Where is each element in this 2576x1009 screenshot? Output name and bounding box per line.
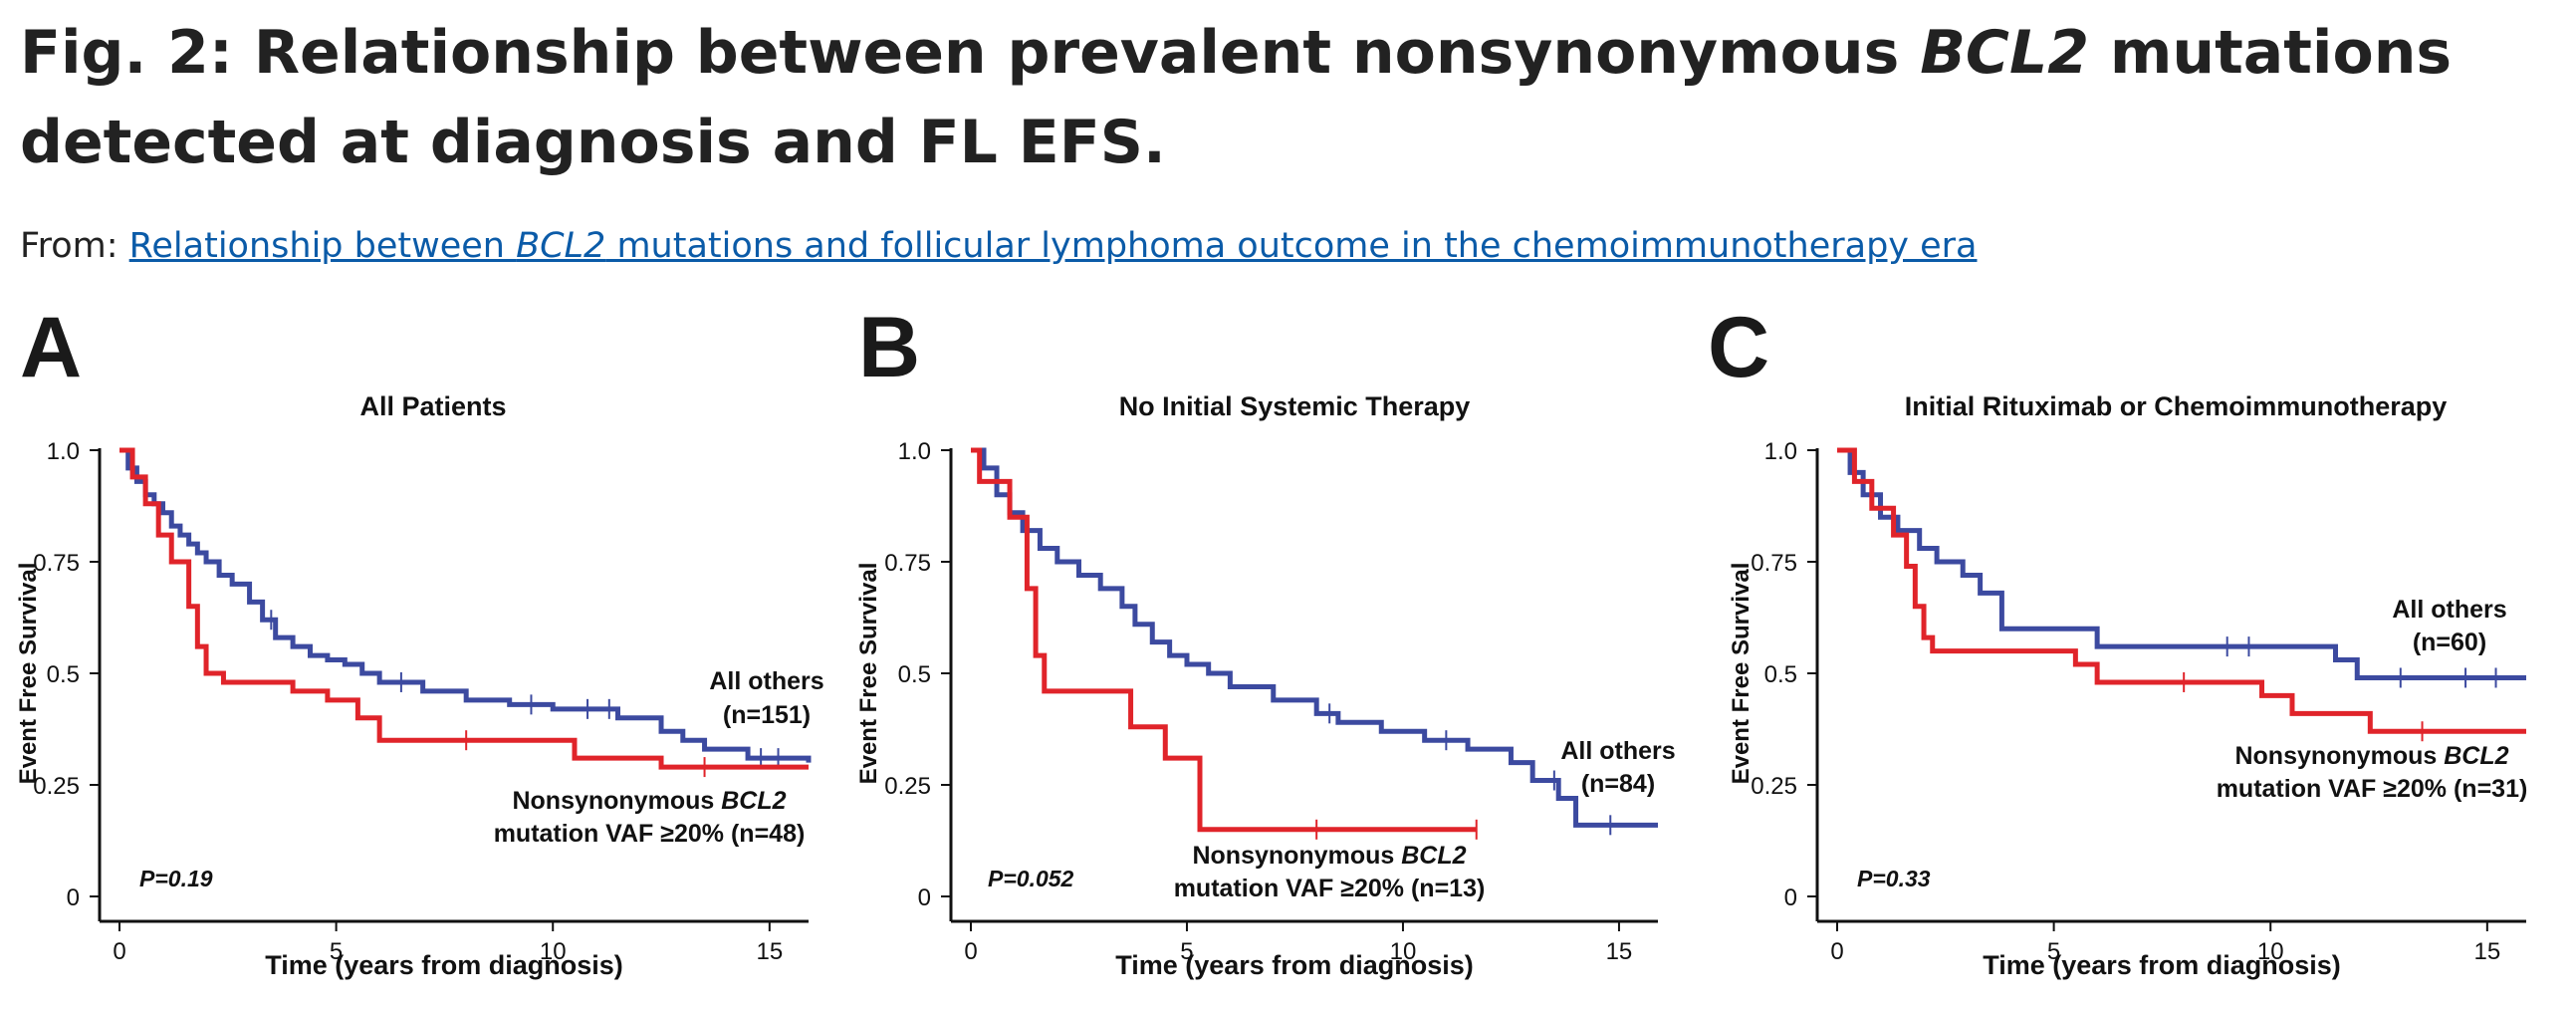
curve-label: All others	[709, 667, 823, 695]
x-axis-label: Time (years from diagnosis)	[1115, 950, 1474, 980]
km-panel-a: A All Patients 0 0.25 0.5 0.75 1.0 0 5 10 15 Time (…	[15, 300, 824, 980]
curve-label: mutation VAF ≥20% (n=48)	[494, 820, 806, 848]
title-gene-name: BCL2	[1920, 18, 2089, 88]
panel-title: Initial Rituximab or Chemoimmunotherapy	[1905, 391, 2448, 421]
curve-label: (n=84)	[1581, 770, 1655, 798]
survival-curve-red	[1837, 447, 2526, 734]
curve-label-prefix: Nonsynonymous	[512, 787, 721, 815]
y-axis-label: Event Free Survival	[15, 563, 42, 785]
curve-label: mutation VAF ≥20% (n=13)	[1174, 875, 1486, 902]
curve-label: mutation VAF ≥20% (n=31)	[2217, 775, 2528, 803]
panel-title: All Patients	[359, 391, 506, 421]
y-tick-label: 0.25	[1751, 773, 1797, 800]
panel-letter: A	[20, 300, 82, 395]
x-tick-label: 5	[330, 938, 343, 965]
x-tick-label: 0	[113, 938, 125, 965]
x-axis-label: Time (years from diagnosis)	[265, 950, 623, 980]
curve-label: Nonsynonymous BCL2	[1192, 842, 1466, 870]
curve-label-gene: BCL2	[1401, 842, 1466, 870]
p-value-label: P=0.19	[139, 866, 213, 891]
y-tick-label: 0.75	[33, 550, 80, 577]
kaplan-meier-figure: A All Patients 0 0.25 0.5 0.75 1.0 0 5 10 15 Time (…	[15, 300, 2527, 980]
x-tick-label: 15	[1606, 938, 1633, 965]
figure-title: Fig. 2: Relationship between prevalent n…	[20, 8, 2529, 187]
km-panel-c: C Initial Rituximab or Chemoimmunotherapy…	[1708, 300, 2527, 980]
y-tick-label: 0.75	[884, 550, 931, 577]
survival-curve-red	[119, 447, 809, 770]
source-article-link[interactable]: Relationship between BCL2 mutations and …	[129, 226, 1978, 266]
x-tick-label: 10	[1390, 938, 1417, 965]
y-tick-label: 1.0	[47, 438, 80, 465]
x-tick-label: 0	[1830, 938, 1843, 965]
x-tick-label: 0	[964, 938, 977, 965]
y-tick-label: 0.5	[47, 661, 80, 688]
curve-label-prefix: Nonsynonymous	[1192, 842, 1401, 870]
panel-letter: C	[1708, 300, 1769, 395]
link-text-part1: Relationship between	[128, 226, 517, 266]
survival-curve-red	[971, 447, 1477, 833]
curve-label: All others	[2392, 596, 2506, 624]
survival-curve-blue	[971, 447, 1658, 828]
curve-label-prefix: Nonsynonymous	[2234, 742, 2444, 770]
y-tick-label: 0.75	[1751, 550, 1797, 577]
y-tick-label: 0	[67, 884, 80, 911]
p-value-label: P=0.052	[988, 866, 1074, 891]
x-tick-label: 15	[2473, 938, 2500, 965]
y-axis-label: Event Free Survival	[1728, 563, 1755, 785]
y-tick-label: 0.5	[1764, 661, 1797, 688]
curve-label-gene: BCL2	[721, 787, 786, 815]
title-text-part1: Fig. 2: Relationship between prevalent n…	[20, 18, 1921, 88]
x-tick-label: 10	[540, 938, 567, 965]
y-tick-label: 1.0	[1764, 438, 1797, 465]
source-line: From: Relationship between BCL2 mutation…	[20, 221, 1978, 271]
x-tick-label: 10	[2257, 938, 2284, 965]
km-panel-b: B No Initial Systemic Therapy 0 0.25 0.5 0.75…	[855, 300, 1676, 980]
survival-curve-blue	[1837, 447, 2526, 680]
y-tick-label: 0	[918, 884, 931, 911]
x-tick-label: 5	[2047, 938, 2060, 965]
curve-label: (n=60)	[2413, 629, 2486, 656]
curve-label: Nonsynonymous BCL2	[512, 787, 786, 815]
y-tick-label: 0.25	[33, 773, 80, 800]
curve-label: (n=151)	[723, 701, 811, 729]
x-axis-label: Time (years from diagnosis)	[1983, 950, 2341, 980]
panel-title: No Initial Systemic Therapy	[1119, 391, 1471, 421]
curve-label: All others	[1560, 737, 1675, 765]
survival-curve-blue	[119, 447, 812, 763]
from-label: From:	[20, 226, 118, 266]
y-tick-label: 1.0	[898, 438, 931, 465]
x-tick-label: 15	[756, 938, 783, 965]
y-tick-label: 0.25	[884, 773, 931, 800]
p-value-label: P=0.33	[1857, 866, 1931, 891]
link-text-part2: mutations and follicular lymphoma outcom…	[605, 226, 1978, 266]
panel-letter: B	[858, 300, 920, 395]
curve-label-gene: BCL2	[2444, 742, 2508, 770]
link-gene-name: BCL2	[516, 226, 606, 266]
x-tick-label: 5	[1180, 938, 1193, 965]
curve-label: Nonsynonymous BCL2	[2234, 742, 2508, 770]
y-axis-label: Event Free Survival	[855, 563, 882, 785]
y-tick-label: 0.5	[898, 661, 931, 688]
y-tick-label: 0	[1784, 884, 1797, 911]
title-text-part2: mutations detected at diagnosis and FL E…	[20, 18, 2453, 177]
